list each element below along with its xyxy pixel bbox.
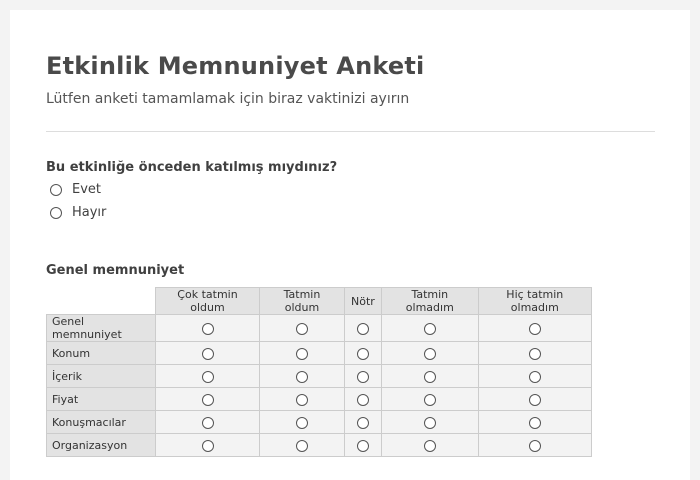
option-label: Hayır (72, 205, 107, 220)
radio-button[interactable] (423, 370, 436, 383)
column-header: Tatmin olmadım (380, 287, 479, 315)
table-row: Organizasyon (46, 433, 592, 457)
radio-button[interactable] (423, 439, 436, 452)
matrix-cell[interactable] (344, 410, 382, 434)
radio-button[interactable] (296, 370, 308, 383)
radio-button[interactable] (528, 347, 541, 360)
radio-button[interactable] (296, 347, 308, 360)
option-hayir[interactable]: Hayır (50, 205, 106, 220)
radio-button[interactable] (528, 322, 541, 335)
radio-button[interactable] (201, 393, 214, 406)
matrix-cell[interactable] (259, 433, 345, 457)
radio-button[interactable] (356, 322, 369, 335)
row-label: Konum (46, 341, 156, 365)
matrix-cell[interactable] (380, 433, 479, 457)
matrix-cell[interactable] (380, 314, 479, 342)
row-label: Genel memnuniyet (46, 314, 156, 342)
radio-button[interactable] (296, 439, 308, 452)
radio-button[interactable] (50, 183, 62, 196)
radio-button[interactable] (423, 416, 436, 429)
column-header: Nötr (344, 287, 382, 315)
radio-button[interactable] (528, 370, 541, 383)
matrix-cell[interactable] (344, 387, 382, 411)
matrix-cell[interactable] (344, 433, 382, 457)
column-header: Tatmin oldum (259, 287, 345, 315)
matrix-cell[interactable] (477, 364, 592, 388)
matrix-cell[interactable] (344, 341, 382, 365)
radio-button[interactable] (356, 370, 369, 383)
matrix-cell[interactable] (477, 433, 592, 457)
radio-button[interactable] (356, 347, 369, 360)
matrix-cell[interactable] (477, 387, 592, 411)
matrix-cell[interactable] (155, 314, 260, 342)
table-row: Konum (46, 341, 592, 365)
question-label: Bu etkinliğe önceden katılmış mıydınız? (46, 160, 338, 175)
radio-button[interactable] (423, 347, 436, 360)
satisfaction-matrix: Çok tatmin oldum Tatmin oldum Nötr Tatmin o… (46, 287, 592, 457)
radio-button[interactable] (201, 416, 214, 429)
radio-button[interactable] (528, 393, 541, 406)
matrix-question-label: Genel memnuniyet (46, 263, 185, 278)
row-label: Konuşmacılar (46, 410, 156, 434)
column-header: Çok tatmin oldum (155, 287, 260, 315)
radio-button[interactable] (201, 347, 214, 360)
column-header: Hiç tatmin olmadım (477, 287, 592, 315)
radio-button[interactable] (423, 322, 436, 335)
option-evet[interactable]: Evet (50, 182, 101, 197)
matrix-cell[interactable] (259, 314, 345, 342)
matrix-cell[interactable] (259, 410, 345, 434)
matrix-cell[interactable] (259, 387, 345, 411)
row-label: İçerik (46, 364, 156, 388)
page-title: Etkinlik Memnuniyet Anketi (46, 52, 425, 80)
radio-button[interactable] (50, 206, 62, 219)
table-row: Fiyat (46, 387, 592, 411)
option-label: Evet (72, 182, 102, 197)
matrix-cell[interactable] (344, 364, 382, 388)
matrix-cell[interactable] (155, 341, 260, 365)
radio-button[interactable] (201, 439, 214, 452)
radio-button[interactable] (528, 416, 541, 429)
radio-button[interactable] (201, 370, 214, 383)
table-row: Genel memnuniyet (46, 314, 592, 342)
matrix-cell[interactable] (477, 314, 592, 342)
radio-button[interactable] (356, 439, 369, 452)
radio-button[interactable] (296, 393, 308, 406)
radio-button[interactable] (296, 416, 308, 429)
row-label: Fiyat (46, 387, 156, 411)
radio-button[interactable] (201, 322, 214, 335)
radio-button[interactable] (356, 416, 369, 429)
radio-button[interactable] (296, 322, 308, 335)
matrix-cell[interactable] (155, 364, 260, 388)
row-label: Organizasyon (46, 433, 156, 457)
radio-button[interactable] (528, 439, 541, 452)
matrix-cell[interactable] (477, 410, 592, 434)
matrix-cell[interactable] (380, 410, 479, 434)
radio-button[interactable] (356, 393, 369, 406)
blank-header (46, 287, 156, 315)
matrix-cell[interactable] (259, 364, 345, 388)
matrix-cell[interactable] (155, 410, 260, 434)
divider (46, 131, 655, 132)
matrix-cell[interactable] (380, 341, 479, 365)
matrix-cell[interactable] (155, 387, 260, 411)
table-row: İçerik (46, 364, 592, 388)
matrix-cell[interactable] (259, 341, 345, 365)
page-subtitle: Lütfen anketi tamamlamak için biraz vakt… (46, 91, 410, 107)
survey-card: Etkinlik Memnuniyet Anketi Lütfen anketi… (10, 10, 690, 480)
table-row: Konuşmacılar (46, 410, 592, 434)
matrix-cell[interactable] (380, 364, 479, 388)
matrix-cell[interactable] (380, 387, 479, 411)
matrix-cell[interactable] (344, 314, 382, 342)
matrix-cell[interactable] (155, 433, 260, 457)
radio-button[interactable] (423, 393, 436, 406)
matrix-cell[interactable] (477, 341, 592, 365)
